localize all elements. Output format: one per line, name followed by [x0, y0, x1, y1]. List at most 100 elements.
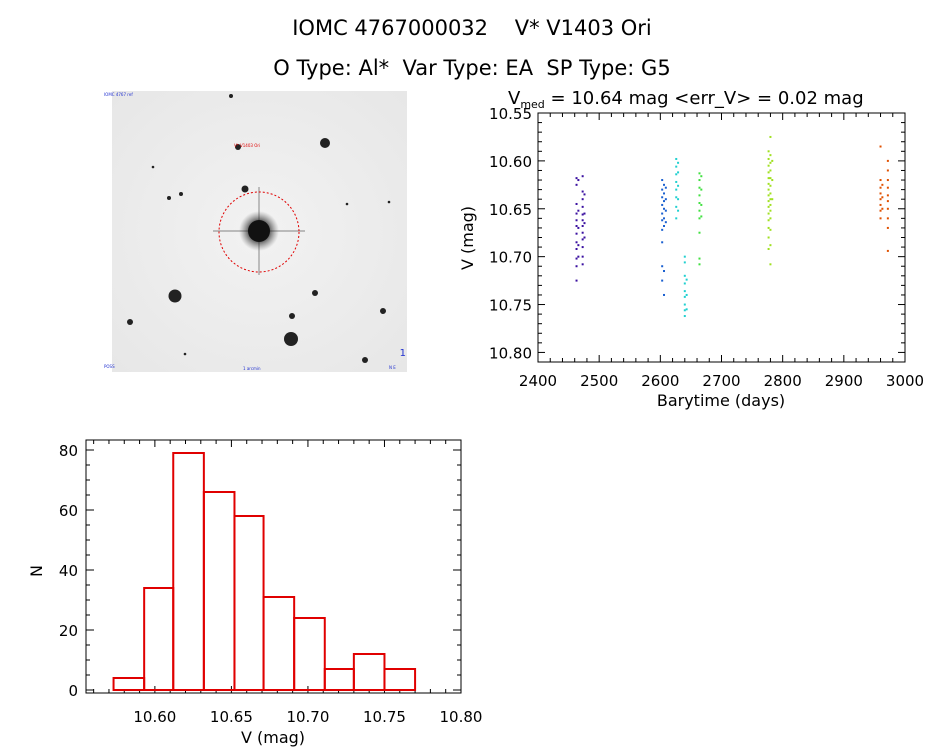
lc-point	[677, 171, 680, 174]
lc-point	[581, 255, 584, 258]
lc-xtick-label: 2800	[764, 372, 802, 390]
hist-ylabel: N	[27, 565, 46, 577]
lc-point	[583, 212, 586, 215]
lc-point	[683, 290, 686, 293]
lc-point	[663, 207, 666, 210]
lc-point	[675, 205, 678, 208]
hist-bar	[172, 452, 205, 691]
hist-xtick-label: 10.70	[286, 708, 329, 726]
lc-point	[767, 194, 770, 197]
image-compass-marker: 1	[400, 348, 406, 359]
hist-ytick-label: 0	[68, 682, 78, 700]
lc-point	[886, 179, 889, 182]
lc-point	[583, 222, 586, 225]
lc-point	[879, 186, 882, 189]
hist-ytick-label: 20	[59, 622, 78, 640]
lc-point	[769, 217, 772, 220]
object-type-line: O Type: Al* Var Type: EA SP Type: G5	[273, 56, 671, 80]
lc-point	[577, 255, 580, 258]
lc-point	[675, 188, 678, 191]
lc-point	[683, 261, 686, 264]
lc-ylabel: V (mag)	[458, 206, 477, 270]
lc-point	[661, 241, 664, 244]
lc-point	[767, 188, 770, 191]
lc-point	[771, 198, 774, 201]
lc-point	[771, 159, 774, 162]
lc-point	[581, 225, 584, 228]
hist-bar	[143, 587, 175, 691]
lc-frame	[537, 112, 906, 363]
lc-point	[698, 209, 701, 212]
lc-point	[663, 183, 666, 186]
lc-point	[767, 177, 770, 180]
lc-point	[661, 188, 664, 191]
lc-point	[581, 246, 584, 249]
lc-point	[675, 165, 678, 168]
lc-point	[769, 177, 772, 180]
lc-title: Vmed = 10.64 mag <err_V> = 0.02 mag	[508, 88, 864, 111]
lc-xtick-label: 2400	[519, 372, 557, 390]
hist-xlabel: V (mag)	[241, 728, 305, 747]
lc-point	[663, 217, 666, 220]
hist-xtick-label: 10.80	[440, 708, 483, 726]
image-label-bottom-left: POSS	[104, 364, 115, 369]
lc-point	[677, 209, 680, 212]
lc-point	[767, 164, 770, 167]
lc-point	[879, 209, 882, 212]
lc-point	[769, 244, 772, 247]
lc-point	[886, 159, 889, 162]
lc-point	[663, 225, 666, 228]
lc-point	[769, 228, 772, 231]
hist-bar	[112, 677, 146, 691]
lc-point	[575, 225, 578, 228]
lc-point	[683, 282, 686, 285]
hist-xtick-label: 10.60	[133, 708, 176, 726]
lc-point	[575, 183, 578, 186]
lc-point	[577, 179, 580, 182]
hist-xtick-label: 10.65	[210, 708, 253, 726]
lc-point	[677, 184, 680, 187]
lc-point	[663, 270, 666, 273]
lc-point	[575, 247, 578, 250]
lc-ytick-label: 10.60	[489, 153, 532, 171]
lc-point	[661, 219, 664, 222]
lc-point	[577, 244, 580, 247]
lc-point	[581, 238, 584, 241]
lc-point	[581, 198, 584, 201]
lc-point	[577, 209, 580, 212]
lc-xtick-label: 2700	[702, 372, 740, 390]
lc-point	[663, 192, 666, 195]
lc-point	[661, 228, 664, 231]
lc-point	[881, 207, 884, 210]
lc-point	[769, 154, 772, 157]
lc-point	[886, 186, 889, 189]
lc-point	[675, 180, 678, 183]
lc-point	[886, 217, 889, 220]
lc-point	[581, 231, 584, 234]
lc-point	[767, 247, 770, 250]
lc-point	[769, 135, 772, 138]
lc-point	[769, 263, 772, 266]
lc-point	[661, 203, 664, 206]
lc-point	[581, 190, 584, 193]
lc-point	[879, 203, 882, 206]
lc-point	[698, 194, 701, 197]
lc-point	[771, 179, 774, 182]
lc-point	[664, 221, 667, 224]
lc-xtick-label: 2500	[580, 372, 618, 390]
lc-point	[683, 303, 686, 306]
lc-point	[881, 196, 884, 199]
lc-point	[879, 198, 882, 201]
lc-point	[683, 309, 686, 312]
lc-point	[575, 212, 578, 215]
lc-point	[661, 279, 664, 282]
lc-point	[769, 203, 772, 206]
lc-point	[683, 315, 686, 318]
lc-point	[581, 175, 584, 178]
lc-point	[767, 236, 770, 239]
hist-bar	[233, 515, 265, 691]
lc-xtick-label: 2900	[825, 372, 863, 390]
image-label-top-left: IOMC 4767 ref	[104, 92, 133, 97]
lc-point	[575, 219, 578, 222]
lc-point	[583, 193, 586, 196]
